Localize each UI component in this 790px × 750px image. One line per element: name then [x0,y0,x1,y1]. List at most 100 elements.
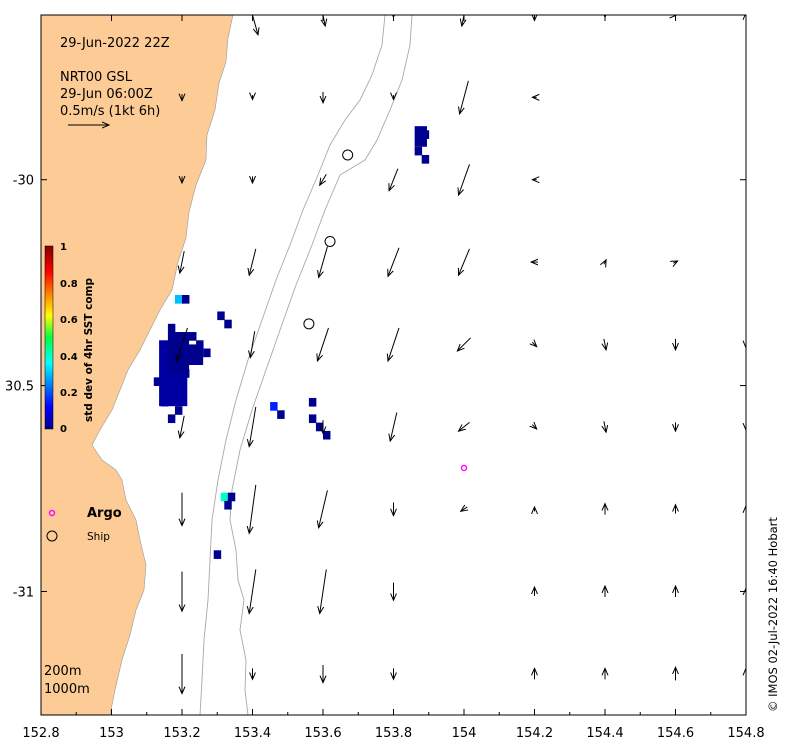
sst-cell [414,126,427,147]
map-datetime: 29-Jun-2022 22Z [60,36,170,51]
sst-cell [227,492,236,502]
current-vector [460,80,469,114]
sst-cell [203,348,211,358]
sst-cell [174,406,183,415]
legend: Argo Ship [46,506,122,543]
isobath-1000m-label: 1000m [44,682,90,697]
cb-tick-0.2: 0.2 [60,388,78,399]
current-vector [459,164,470,195]
current-vector [459,421,470,431]
current-vector [388,247,400,277]
cb-tick-1: 1 [60,242,67,253]
sst-cell [224,500,232,510]
sst-cell [174,295,183,304]
current-vector [604,338,606,350]
y-tick-label: -30 [13,174,34,189]
sst-cell [277,410,285,419]
sst-cell [213,550,222,559]
cb-tick-0.4: 0.4 [60,352,78,363]
x-tick-label: 153.2 [163,726,200,741]
y-tick-label: -31 [13,585,34,600]
x-tick-label: 153 [99,726,124,741]
argo-legend-icon [48,509,56,517]
sst-cell [220,492,229,502]
sst-cell [414,146,423,156]
current-vector [180,250,185,273]
current-vector [604,260,606,264]
isobath-200m [199,15,386,715]
current-vector [388,327,400,361]
current-vector [321,15,325,26]
sst-cell [323,430,331,440]
sst-cell [308,397,317,407]
x-tick-label: 153.4 [234,726,271,741]
colorbar-title: std dev of 4hr SST comp [83,278,95,422]
current-vector [457,337,471,351]
ship-marker [342,149,354,161]
current-vector [459,248,470,275]
current-vector [461,507,468,511]
current-vector [532,342,536,346]
cb-tick-0.8: 0.8 [60,279,78,290]
y-axis: -30 30.5 -31 [5,174,746,600]
sst-cell [167,414,176,424]
sst-cell [217,311,225,321]
current-vector [250,331,256,357]
argo-marker [460,464,468,472]
ship-markers [303,149,354,330]
current-vector [319,246,328,278]
colorbar: 1 0.8 0.6 0.4 0.2 0 std dev of 4hr SST c… [44,242,95,435]
current-vector [462,15,466,26]
x-tick-label: 153.8 [375,726,412,741]
current-vector [249,248,257,275]
scale-label: 0.5m/s (1kt 6h) [60,104,160,119]
ship-marker [324,235,336,247]
sst-cell [224,319,232,329]
cb-tick-0: 0 [60,424,67,435]
sst-cell [308,414,317,424]
x-axis: 152.8 153 153.2 153.4 153.6 153.8 154 154.2 154.… [22,15,765,741]
x-tick-label: 154 [452,726,477,741]
current-vector [320,569,327,613]
ship-marker [303,318,315,330]
isobath-1000m [229,15,413,715]
current-time: 29-Jun 06:00Z [60,87,153,102]
argo-markers [460,464,468,472]
x-tick-label: 154.6 [657,726,694,741]
sst-cell [182,344,204,365]
isobath-200m-label: 200m [44,664,81,679]
y-tick-label: 30.5 [5,380,34,395]
current-product: NRT00 GSL [60,70,133,85]
x-tick-label: 152.8 [22,726,59,741]
cb-tick-0.6: 0.6 [60,315,78,326]
current-vector [251,15,258,35]
current-vector [389,168,399,191]
isobath-legend: 200m 1000m [44,664,90,697]
info-block: 29-Jun-2022 22Z NRT00 GSL 29-Jun 06:00Z … [60,36,170,125]
sst-cell [421,155,430,164]
sst-cell [153,377,162,386]
x-tick-label: 154.4 [586,726,623,741]
colorbar-gradient [44,245,54,430]
sst-cell [182,295,190,304]
sst-cell [315,422,324,432]
land-mass [41,15,234,715]
current-vector [318,327,329,361]
current-vector [180,415,185,438]
ship-legend-icon [46,530,58,542]
current-vector [249,484,257,533]
x-tick-label: 154.8 [727,726,764,741]
current-vector [249,406,257,447]
current-vector [177,327,188,361]
current-vector [390,412,398,441]
sst-cell [270,402,278,411]
current-vector [319,490,328,527]
current-vector [604,421,606,432]
current-vector [249,569,257,613]
argo-legend-label: Argo [87,506,122,521]
current-vector [673,261,677,263]
x-tick-label: 154.2 [516,726,553,741]
credit-text: © IMOS 02-Jul-2022 16:40 Hobart [766,517,780,712]
current-vector [320,173,327,185]
